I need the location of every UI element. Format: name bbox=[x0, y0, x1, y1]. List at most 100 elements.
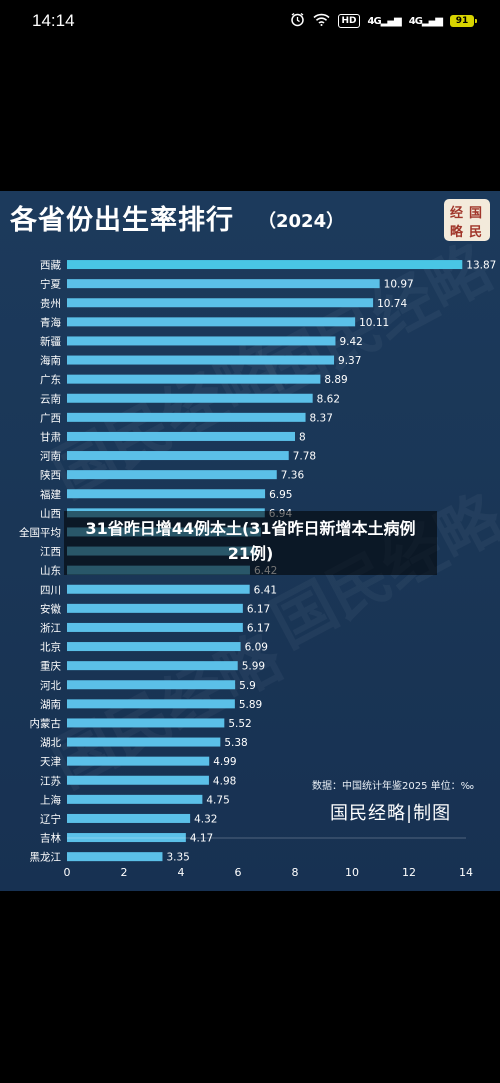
value-label: 5.52 bbox=[228, 718, 251, 730]
clock: 14:14 bbox=[32, 11, 75, 30]
bar bbox=[67, 431, 295, 441]
category-label: 河南 bbox=[40, 450, 61, 463]
category-label: 河北 bbox=[40, 680, 61, 692]
value-label: 7.36 bbox=[281, 470, 305, 482]
category-label: 上海 bbox=[40, 793, 61, 806]
bar bbox=[67, 470, 277, 480]
bar bbox=[67, 737, 221, 747]
value-label: 4.75 bbox=[206, 794, 229, 806]
logo-char: 国 bbox=[469, 206, 483, 221]
bar bbox=[67, 642, 241, 652]
news-caption[interactable]: 31省昨日增44例本土(31省昨日新增本土病例21例) bbox=[64, 511, 437, 575]
value-label: 4.99 bbox=[213, 756, 236, 768]
x-tick-label: 0 bbox=[64, 866, 71, 879]
category-label: 贵州 bbox=[40, 297, 61, 310]
category-label: 青海 bbox=[40, 316, 61, 329]
signal-label: 4G bbox=[367, 15, 382, 27]
category-label: 新疆 bbox=[40, 335, 61, 348]
value-label: 5.89 bbox=[239, 699, 262, 711]
brand-logo: 经 国 略 民 bbox=[444, 199, 490, 241]
brand-credit: 国民经略|制图 bbox=[330, 803, 452, 824]
x-tick-label: 8 bbox=[292, 866, 299, 879]
bar bbox=[67, 336, 336, 346]
bar bbox=[67, 584, 250, 594]
bar bbox=[67, 355, 335, 365]
category-label: 西藏 bbox=[40, 260, 61, 272]
value-label: 3.35 bbox=[166, 852, 189, 864]
value-label: 6.41 bbox=[254, 584, 277, 596]
value-label: 8.37 bbox=[310, 412, 333, 424]
logo-char: 经 bbox=[450, 206, 464, 221]
category-label: 江苏 bbox=[40, 774, 61, 787]
value-label: 5.38 bbox=[224, 737, 247, 749]
category-label: 海南 bbox=[40, 354, 61, 367]
bar bbox=[67, 393, 313, 403]
value-label: 4.17 bbox=[190, 833, 213, 845]
category-label: 江西 bbox=[40, 546, 61, 558]
category-label: 陕西 bbox=[40, 469, 61, 482]
signal-icon: 4G▂▄▆ bbox=[408, 15, 443, 27]
value-label: 5.99 bbox=[242, 661, 265, 673]
news-caption-text: 31省昨日增44例本土(31省昨日新增本土病例21例) bbox=[85, 519, 416, 563]
category-label: 重庆 bbox=[40, 660, 61, 673]
battery-icon: 91 bbox=[450, 15, 477, 27]
value-label: 5.9 bbox=[239, 680, 256, 692]
bar bbox=[67, 661, 238, 671]
x-tick-label: 6 bbox=[235, 866, 242, 879]
category-label: 浙江 bbox=[40, 622, 61, 634]
value-label: 8 bbox=[299, 431, 306, 443]
category-label: 北京 bbox=[40, 641, 61, 654]
bar bbox=[67, 317, 356, 327]
status-icons: HD 4G▂▄▆ 4G▂▄▆ 91 bbox=[290, 12, 477, 30]
category-label: 福建 bbox=[40, 488, 61, 501]
bar bbox=[67, 718, 225, 728]
poster-year: （2024） bbox=[258, 211, 345, 232]
bar bbox=[67, 279, 380, 289]
bar bbox=[67, 374, 321, 384]
category-label: 广东 bbox=[40, 373, 61, 386]
category-label: 山西 bbox=[40, 508, 61, 520]
category-label: 黑龙江 bbox=[30, 851, 62, 864]
category-label: 内蒙古 bbox=[30, 717, 62, 730]
category-label: 湖南 bbox=[40, 698, 61, 711]
category-label: 全国平均 bbox=[19, 526, 61, 539]
category-label: 山东 bbox=[40, 564, 61, 577]
value-label: 4.32 bbox=[194, 813, 217, 825]
category-label: 安徽 bbox=[40, 602, 61, 615]
bar bbox=[67, 260, 463, 270]
value-label: 10.97 bbox=[384, 279, 414, 291]
bar bbox=[67, 852, 163, 862]
x-tick-label: 4 bbox=[178, 866, 185, 879]
logo-char: 略 bbox=[450, 225, 464, 240]
bar bbox=[67, 412, 306, 422]
category-label: 宁夏 bbox=[40, 278, 61, 291]
bar bbox=[67, 603, 243, 613]
wifi-icon bbox=[313, 13, 331, 29]
bar bbox=[67, 813, 191, 823]
value-label: 8.89 bbox=[324, 374, 347, 386]
bar-chart: 西藏 13.87 宁夏 10.97 贵州 10.74 青海 10.11 新疆 9.42 海南 9.37… bbox=[19, 260, 496, 879]
category-label: 甘肃 bbox=[40, 430, 61, 443]
hd-icon: HD bbox=[338, 14, 360, 28]
bar bbox=[67, 756, 210, 766]
x-tick-label: 14 bbox=[459, 866, 473, 879]
bar bbox=[67, 489, 266, 499]
bar bbox=[67, 451, 289, 461]
category-label: 广西 bbox=[40, 412, 61, 424]
poster-title: 各省份出生率排行 bbox=[10, 205, 234, 236]
data-source: 数据：中国统计年鉴2025 单位：‰ bbox=[312, 781, 475, 792]
x-tick-label: 12 bbox=[402, 866, 416, 879]
bar bbox=[67, 775, 209, 785]
value-label: 4.98 bbox=[213, 775, 236, 787]
logo-char: 民 bbox=[469, 225, 483, 240]
value-label: 10.74 bbox=[377, 298, 407, 310]
signal-label: 4G bbox=[408, 15, 423, 27]
bar bbox=[67, 622, 243, 632]
x-tick-label: 10 bbox=[345, 866, 359, 879]
category-label: 天津 bbox=[40, 756, 61, 768]
value-label: 10.11 bbox=[359, 317, 389, 329]
value-label: 7.78 bbox=[293, 451, 316, 463]
category-label: 吉林 bbox=[40, 832, 61, 845]
value-label: 13.87 bbox=[466, 260, 496, 272]
bar bbox=[67, 833, 186, 843]
